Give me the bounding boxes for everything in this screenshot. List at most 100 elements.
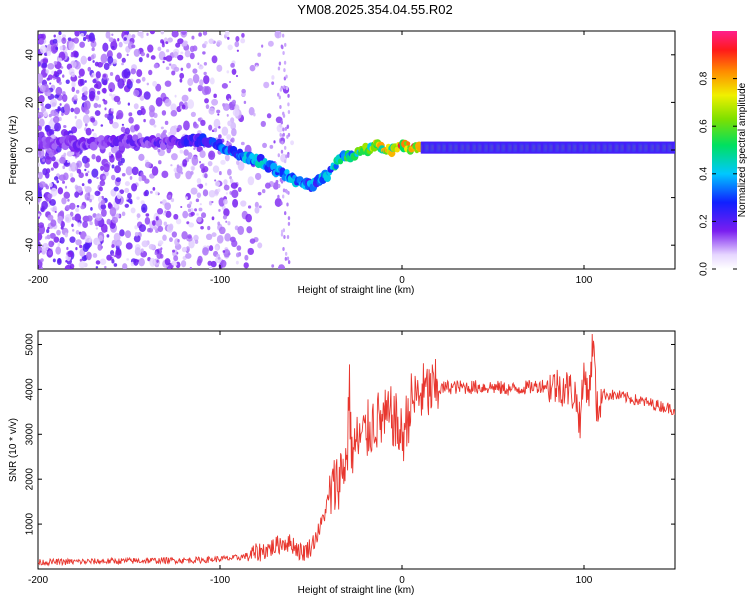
spectrogram-noise-blob [111, 259, 115, 264]
spectrogram-noise-blob [49, 232, 56, 239]
spectrogram-noise-blob [47, 74, 53, 80]
spectrogram-noise-blob [217, 188, 221, 193]
spectrogram-ridge-cell [635, 141, 638, 154]
spectrogram-noise-blob [53, 116, 60, 124]
spectrogram-noise-blob [179, 78, 183, 83]
spectrogram-noise-blob [213, 127, 218, 133]
spectrogram-ridge-cell [634, 141, 637, 154]
spectrogram-noise-blob [232, 108, 240, 117]
spectrogram-ridge-cell [430, 141, 433, 154]
spectrogram-ridge-cell [603, 141, 605, 154]
spectrogram-ridge-cell [522, 141, 524, 154]
spectrogram-noise-blob [287, 102, 290, 107]
snr-y-tick-label: 3000 [25, 423, 36, 446]
spectrogram-noise-blob [136, 259, 140, 263]
spectrogram-noise-blob [225, 220, 228, 223]
snr-x-axis-label: Height of straight line (km) [298, 585, 415, 596]
spectrogram-ridge-cell [602, 141, 604, 154]
spectrogram-noise-blob [90, 206, 93, 211]
spectrogram-ridge-cell [573, 141, 576, 154]
spectrogram-x-tick-label: -100 [210, 275, 230, 286]
spectrogram-noise-blob [40, 258, 44, 263]
spectrogram-noise-blob [94, 95, 100, 101]
spectrogram-ridge-cell [566, 141, 568, 154]
spectrogram-ridge-cell [632, 141, 635, 154]
spectrogram-noise-blob [97, 104, 102, 108]
spectrogram-ridge-cell [443, 141, 446, 154]
spectrogram-noise-blob [285, 74, 288, 79]
spectrogram-noise-blob [58, 174, 66, 181]
spectrogram-noise-blob [42, 168, 48, 176]
spectrogram-noise-blob [107, 56, 114, 64]
spectrogram-ridge-cell [432, 141, 435, 154]
spectrogram-noise-blob [104, 265, 107, 269]
spectrogram-noise-blob [228, 98, 231, 101]
spectrogram-ridge-cell [474, 141, 476, 154]
spectrogram-noise-blob [140, 51, 145, 57]
spectrogram-noise-blob [127, 102, 131, 106]
spectrogram-noise-blob [212, 165, 220, 173]
spectrogram-ridge-cell [659, 141, 662, 154]
spectrogram-noise-blob [226, 134, 232, 140]
spectrogram-noise-blob [46, 234, 51, 240]
spectrogram-noise-blob [220, 259, 227, 268]
spectrogram-noise-blob [121, 62, 124, 66]
spectrogram-noise-blob [240, 38, 246, 44]
spectrogram-noise-blob [282, 50, 285, 55]
spectrogram-noise-blob [283, 159, 287, 164]
snr-y-axis-label: SNR (10 * v/v) [8, 418, 19, 482]
spectrogram-noise-blob [211, 98, 219, 106]
spectrogram-noise-blob [64, 232, 69, 238]
spectrogram-noise-blob [257, 242, 263, 249]
spectrogram-noise-blob [197, 84, 204, 92]
spectrogram-noise-blob [57, 107, 62, 112]
spectrogram-noise-blob [131, 166, 139, 176]
spectrogram-noise-blob [50, 117, 53, 121]
spectrogram-noise-blob [180, 67, 184, 71]
spectrogram-ridge-cell [521, 141, 523, 154]
spectrogram-noise-blob [230, 121, 237, 131]
spectrogram-noise-blob [61, 34, 67, 39]
spectrogram-noise-blob [84, 122, 88, 127]
spectrogram-noise-blob [52, 258, 56, 263]
spectrogram-noise-blob [41, 62, 48, 68]
spectrogram-noise-blob [145, 213, 150, 217]
spectrogram-noise-blob [149, 109, 155, 118]
spectrogram-noise-blob [135, 78, 141, 84]
spectrogram-noise-blob [285, 86, 289, 91]
spectrogram-noise-blob [72, 50, 79, 58]
spectrogram-noise-blob [148, 243, 155, 250]
spectrogram-noise-blob [180, 51, 184, 55]
spectrogram-noise-blob [218, 208, 221, 212]
spectrogram-noise-blob [254, 172, 262, 181]
spectrogram-noise-blob [81, 255, 88, 262]
spectrogram-ridge-cell [323, 174, 331, 182]
spectrogram-ridge-cell [502, 141, 505, 154]
spectrogram-ridge-cell [652, 141, 654, 154]
spectrogram-noise-blob [117, 38, 120, 42]
spectrogram-noise-blob [282, 113, 286, 118]
spectrogram-noise-blob [39, 250, 42, 253]
spectrogram-ridge-cell [627, 141, 629, 154]
spectrogram-noise-blob [95, 260, 101, 265]
spectrogram-noise-blob [80, 55, 87, 65]
spectrogram-noise-blob [283, 234, 286, 239]
spectrogram-ridge-cell [284, 169, 290, 175]
spectrogram-ridge-cell [485, 141, 487, 154]
spectrogram-noise-blob [56, 229, 61, 236]
spectrogram-ridge-cell [546, 141, 548, 154]
spectrogram-noise-blob [90, 117, 96, 123]
spectrogram-noise-blob [131, 183, 138, 192]
spectrogram-noise-blob [235, 252, 240, 258]
spectrogram-noise-blob [236, 245, 242, 251]
spectrogram-noise-blob [72, 229, 75, 232]
spectrogram-ridge-cell [525, 141, 528, 154]
spectrogram-noise-blob [164, 98, 172, 107]
spectrogram-noise-blob [189, 266, 192, 269]
spectrogram-noise-blob [92, 60, 95, 63]
spectrogram-noise-blob [50, 219, 57, 227]
spectrogram-noise-blob [203, 71, 207, 76]
spectrogram-noise-blob [75, 208, 80, 213]
spectrogram-ridge-cell [428, 141, 431, 154]
